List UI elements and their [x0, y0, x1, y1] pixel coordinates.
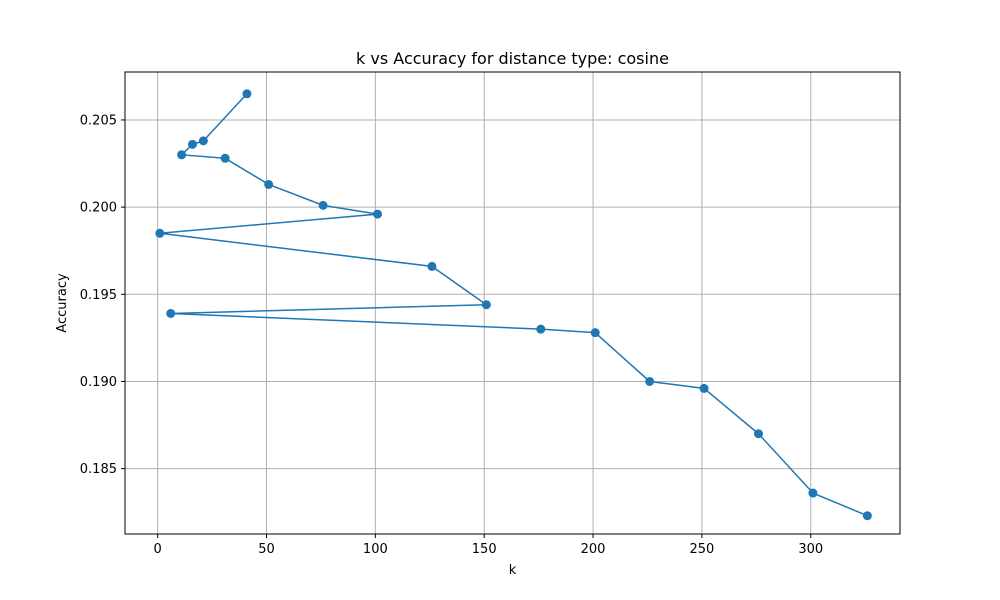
plot-area-frame	[124, 71, 901, 535]
data-point	[264, 179, 274, 189]
data-point	[536, 324, 546, 334]
x-axis-label: k	[509, 563, 517, 578]
y-tick-label: 0.200	[80, 201, 117, 216]
x-tick-label: 150	[472, 542, 497, 557]
data-point	[481, 300, 491, 310]
y-tick-label: 0.205	[80, 113, 117, 128]
x-tick-label: 50	[258, 542, 275, 557]
series-line	[159, 93, 868, 517]
x-tick-label: 250	[689, 542, 714, 557]
data-point	[808, 488, 818, 498]
data-point	[753, 429, 763, 439]
y-tick-label: 0.195	[80, 288, 117, 303]
chart-title: k vs Accuracy for distance type: cosine	[356, 49, 669, 68]
data-point	[220, 153, 230, 163]
x-tick-label: 200	[581, 542, 606, 557]
data-point	[427, 261, 437, 271]
grid	[125, 72, 900, 534]
y-axis-label: Accuracy	[55, 273, 70, 333]
y-tick-label: 0.185	[80, 462, 117, 477]
y-tick-label: 0.190	[80, 375, 117, 390]
data-point	[862, 511, 872, 521]
series	[155, 89, 872, 521]
x-tick-label: 300	[798, 542, 823, 557]
data-point	[318, 200, 328, 210]
x-tick-label: 0	[154, 542, 162, 557]
data-point	[590, 328, 600, 338]
axis-ticks: 0 50 100 150 200 250 300 0.185 0.190 0.195 0.200 0.…	[80, 113, 823, 557]
data-point	[155, 228, 165, 238]
data-point	[373, 209, 383, 219]
x-tick-label: 100	[363, 542, 388, 557]
data-point	[187, 139, 197, 149]
data-point	[177, 150, 187, 160]
data-point	[699, 383, 709, 393]
data-point	[198, 136, 208, 146]
data-point	[166, 308, 176, 318]
data-point	[242, 89, 252, 99]
data-point	[645, 376, 655, 386]
